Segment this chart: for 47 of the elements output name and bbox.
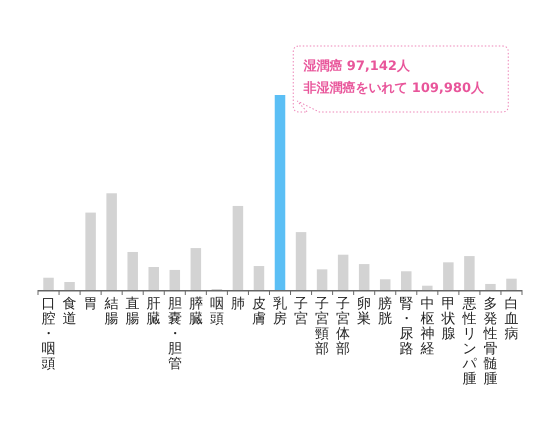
- bar: [506, 278, 517, 290]
- bar: [338, 254, 348, 290]
- bar: [485, 284, 496, 290]
- x-tick-label: 胆嚢・胆管: [168, 296, 182, 372]
- bar: [422, 286, 433, 290]
- bar: [148, 266, 159, 290]
- x-tick-label: 膵臓: [188, 296, 203, 327]
- x-tick-label: 皮膚: [252, 296, 266, 327]
- bar: [316, 269, 328, 290]
- x-tick-label: 腎・尿路: [399, 296, 414, 357]
- bar: [254, 266, 264, 290]
- x-tick-label: 食道: [62, 296, 77, 327]
- x-tick-label: 結腸: [104, 296, 119, 327]
- x-tick-label: 乳房: [273, 296, 287, 327]
- bar: [358, 264, 370, 290]
- x-tick-label: 卵巣: [357, 296, 372, 327]
- bar: [85, 212, 96, 290]
- x-tick-label: 肝臓: [146, 296, 161, 327]
- x-tick-label: 白血病: [504, 296, 518, 342]
- bar: [127, 252, 138, 290]
- x-tick-label: 子宮頸部: [315, 296, 330, 357]
- bar: [43, 278, 54, 290]
- bar: [190, 248, 202, 290]
- x-tick-label: 胃: [84, 296, 98, 312]
- x-tick-label: 咽頭: [210, 296, 224, 327]
- bar: [401, 271, 412, 290]
- x-tick-label: 子宮体部: [336, 296, 350, 357]
- bar: [64, 282, 75, 290]
- bar: [464, 256, 475, 290]
- bar: [443, 262, 454, 290]
- x-tick-label: 口腔・咽頭: [42, 296, 56, 372]
- x-tick-label: 子宮: [294, 296, 308, 327]
- bar: [274, 95, 286, 290]
- annotation: 非湿潤癌をいれて 109,980人: [302, 80, 485, 96]
- bar: [232, 206, 244, 290]
- bar: [296, 232, 306, 290]
- x-tick-label: 中枢神経: [419, 296, 434, 357]
- x-tick-label: 膀胱: [378, 296, 392, 327]
- bar: [170, 270, 180, 290]
- x-tick-label: 肺: [230, 296, 245, 312]
- bar: [380, 279, 390, 290]
- x-tick-label: 多発性骨髄腫: [482, 296, 498, 387]
- annotation: 湿潤癌 97,142人: [302, 58, 411, 74]
- bar: [106, 193, 117, 290]
- x-tick-label: 悪性リンパ腫: [461, 296, 478, 387]
- x-tick-label: 甲状腺: [440, 296, 456, 342]
- x-tick-label: 直腸: [126, 296, 140, 327]
